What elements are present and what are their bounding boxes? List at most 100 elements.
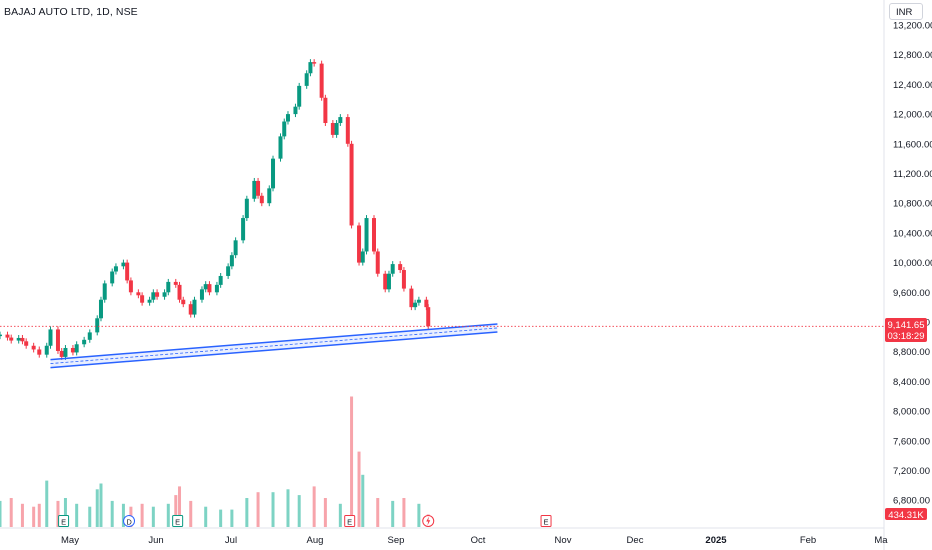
candle-body (267, 188, 272, 204)
event-label: E (544, 518, 549, 527)
earnings-marker[interactable]: E (58, 515, 70, 527)
candle-body (214, 284, 219, 293)
volume-bar (32, 506, 36, 527)
candle-body (55, 329, 60, 351)
symbol-title[interactable]: BAJAJ AUTO LTD, 1D, NSE (4, 6, 138, 18)
earnings-badge (540, 515, 552, 527)
trendline-lower (50, 331, 498, 369)
time-tick-label: Aug (307, 535, 324, 546)
candle-body (233, 240, 238, 256)
time-tick-label: Dec (627, 535, 644, 546)
candle-body (349, 143, 354, 226)
price-tick-label: 8,400.00 (893, 377, 930, 388)
lightning-icon[interactable] (422, 515, 435, 527)
volume-bar (37, 503, 41, 527)
time-tick-label: Ma (874, 535, 888, 546)
volume-bar (45, 480, 49, 527)
candle-body (74, 344, 79, 353)
candle-body (16, 337, 21, 341)
candle-body (82, 339, 87, 345)
volume-bar (256, 492, 260, 527)
candle-body (285, 114, 290, 122)
volume-bar (189, 500, 193, 527)
earnings-marker[interactable]: E (344, 515, 356, 527)
candle-body (9, 337, 14, 341)
volume-bar (271, 492, 275, 527)
volume-bar (174, 495, 178, 527)
event-label: E (347, 518, 352, 527)
volume-bar (9, 498, 13, 527)
candle-body (360, 251, 365, 263)
volume-bar (338, 503, 342, 527)
volume-bar (0, 500, 2, 527)
candle-body (297, 85, 302, 107)
price-tick-label: 7,200.00 (893, 466, 930, 477)
candle-body (155, 292, 160, 297)
candle-body (398, 264, 403, 271)
price-axis: 13,200.00 12,800.00 12,400.00 12,000.00 11,6… (893, 21, 932, 507)
price-tick-label: 9,600.00 (893, 288, 930, 299)
price-tick-label: 12,000.00 (893, 110, 932, 121)
candle-body (334, 123, 339, 135)
candle-body (338, 117, 343, 124)
volume-bar (312, 486, 316, 527)
candle-body (5, 334, 10, 338)
candle-body (386, 273, 391, 290)
candle-body (424, 299, 429, 308)
candle-body (357, 225, 362, 263)
price-tick-label: 8,000.00 (893, 407, 930, 418)
volume-bar (56, 500, 60, 527)
volume-bar (357, 451, 361, 527)
volume-bar (230, 509, 234, 527)
candle-body (24, 341, 29, 346)
candle-body (304, 73, 309, 86)
trendline-fill (50, 323, 498, 368)
volume-bar (286, 489, 290, 527)
candle-body (282, 121, 287, 137)
price-tick-label: 11,200.00 (893, 169, 932, 180)
currency-selector[interactable]: INR (889, 3, 923, 20)
candle-body (162, 292, 167, 297)
price-tick-label: 12,800.00 (893, 50, 932, 61)
price-tick-label: 10,000.00 (893, 258, 932, 269)
volume-bar (417, 503, 421, 527)
time-axis: May Jun Jul Aug Sep Oct Nov Dec 2025 Feb Ma (61, 535, 888, 546)
volume-bar (391, 500, 395, 527)
candle-body (426, 307, 431, 327)
time-tick-label: Jul (225, 535, 237, 546)
volume-bar (110, 500, 114, 527)
candle-body (128, 280, 133, 293)
time-tick-label: May (61, 535, 79, 546)
candle-body (312, 62, 317, 64)
time-tick-label: Jun (148, 535, 163, 546)
candle-body (372, 218, 376, 252)
earnings-badge (344, 515, 356, 527)
candle-body (383, 273, 388, 290)
last-price-value: 9,141.65 (888, 320, 925, 331)
price-tick-label: 12,400.00 (893, 80, 932, 91)
candle-body (271, 158, 276, 189)
volume-bar (178, 486, 182, 527)
event-label: E (175, 518, 180, 527)
candle-body (70, 347, 75, 353)
candle-body (44, 345, 49, 355)
candle-body (293, 106, 298, 115)
earnings-marker[interactable]: E (172, 515, 184, 527)
candle-body (121, 262, 126, 267)
candle-body (102, 283, 107, 300)
time-tick-label: Feb (800, 535, 816, 546)
candle-body (256, 180, 261, 196)
candle-body (63, 347, 68, 357)
candle-body (188, 304, 193, 315)
price-tick-label: 8,800.00 (893, 347, 930, 358)
candle-body (177, 284, 182, 300)
earnings-marker[interactable]: E (540, 515, 552, 527)
candle-body (229, 255, 234, 267)
dividend-marker[interactable]: D (123, 515, 136, 527)
volume-value: 434.31K (888, 510, 924, 521)
candle-body (308, 62, 313, 74)
volume-bar (323, 498, 327, 527)
volume-badge: 434.31K (885, 508, 927, 521)
